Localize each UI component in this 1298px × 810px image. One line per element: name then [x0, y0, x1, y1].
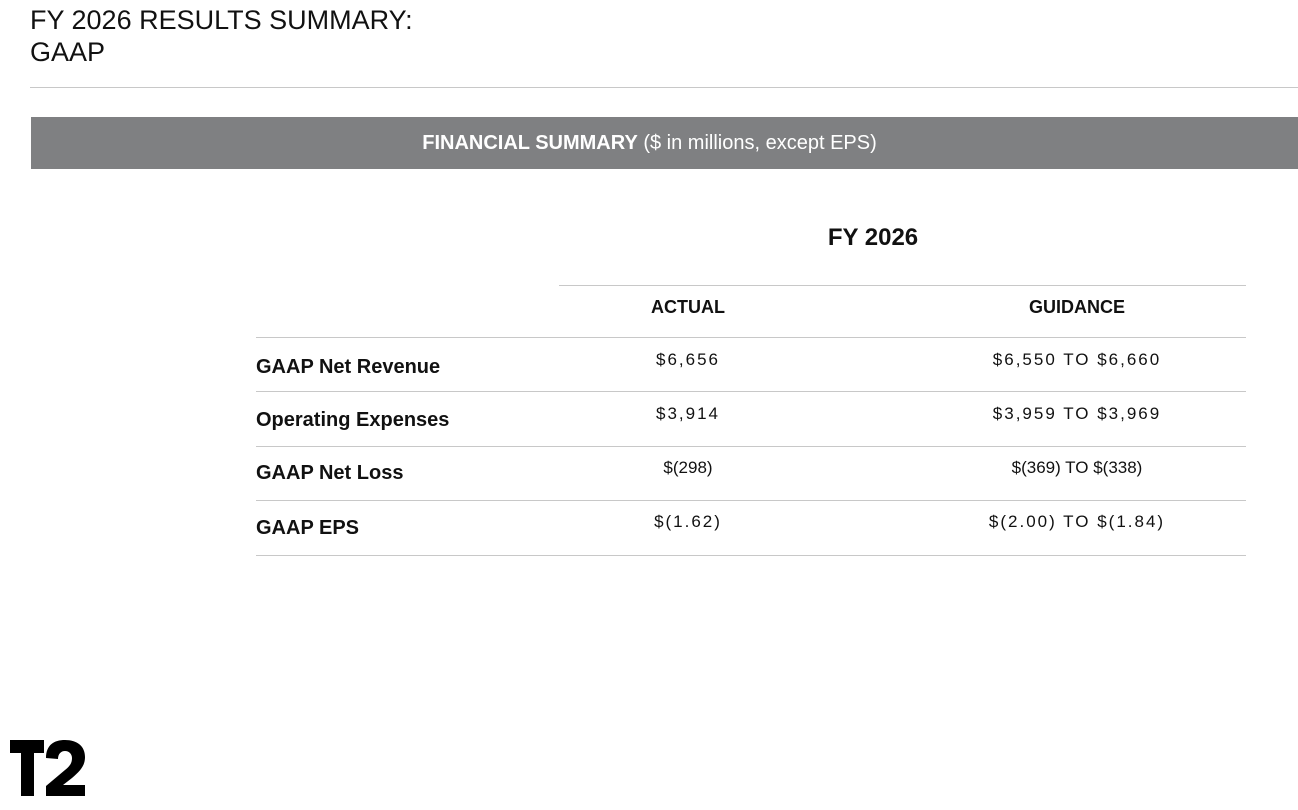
period-divider — [559, 285, 1246, 286]
cell-actual-net-loss: $(298) — [663, 458, 713, 477]
row-label-operating-expenses: Operating Expenses — [256, 409, 450, 431]
row-label-net-loss: GAAP Net Loss — [256, 462, 404, 484]
t2-logo-icon — [10, 740, 85, 796]
cell-guidance-net-revenue: $6,550 TO $6,660 — [992, 350, 1162, 369]
page-title: FY 2026 RESULTS SUMMARY: GAAP — [30, 4, 413, 68]
period-header: FY 2026 — [827, 224, 919, 251]
page-title-line-1: FY 2026 RESULTS SUMMARY: — [30, 5, 413, 35]
cell-actual-net-revenue: $6,656 — [656, 350, 720, 369]
cell-actual-eps: $(1.62) — [654, 512, 722, 531]
cell-guidance-eps: $(2.00) TO $(1.84) — [988, 512, 1166, 531]
banner-bold-text: FINANCIAL SUMMARY — [422, 131, 638, 154]
row-label-eps: GAAP EPS — [256, 517, 359, 539]
cell-actual-operating-expenses: $3,914 — [656, 404, 720, 423]
financial-summary-banner: FINANCIAL SUMMARY ($ in millions, except… — [31, 117, 1298, 169]
header-divider — [256, 337, 1246, 338]
row-divider — [256, 391, 1246, 392]
title-divider — [30, 87, 1298, 88]
table-bottom-divider — [256, 555, 1246, 556]
row-divider — [256, 446, 1246, 447]
row-divider — [256, 500, 1246, 501]
page-title-line-2: GAAP — [30, 37, 106, 67]
column-header-actual: ACTUAL — [651, 297, 725, 317]
column-header-guidance: GUIDANCE — [1028, 297, 1125, 317]
cell-guidance-net-loss: $(369) TO $(338) — [1011, 458, 1143, 477]
cell-guidance-operating-expenses: $3,959 TO $3,969 — [992, 404, 1162, 423]
row-label-net-revenue: GAAP Net Revenue — [256, 356, 441, 378]
banner-subtext: ($ in millions, except EPS) — [643, 131, 877, 154]
